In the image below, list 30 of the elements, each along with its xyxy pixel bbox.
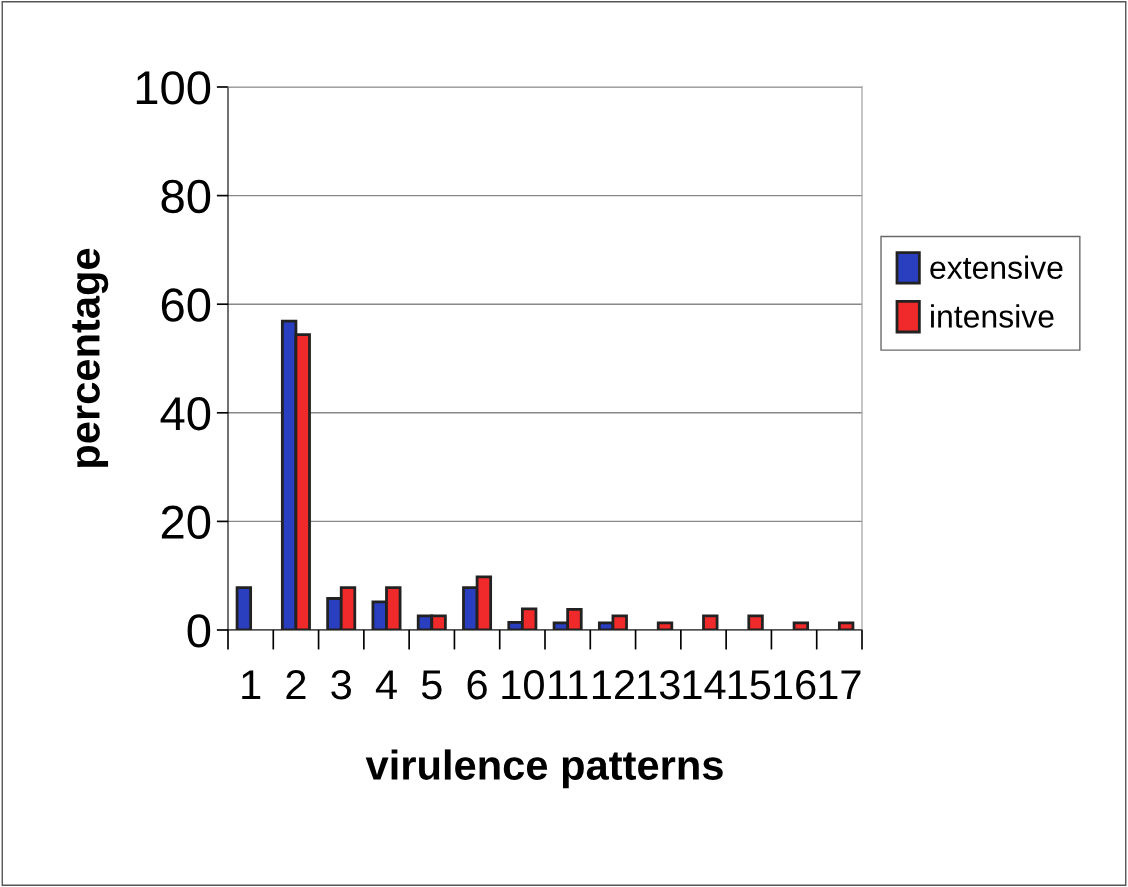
y-tick-label: 80 xyxy=(161,179,211,214)
bar xyxy=(837,621,855,630)
bar xyxy=(702,614,719,630)
bar xyxy=(656,621,674,630)
x-tick-label: 12 xyxy=(592,669,635,700)
x-tick-label: 5 xyxy=(421,670,442,700)
x-tick-label: 17 xyxy=(819,670,861,700)
x-tick-label: 2 xyxy=(286,669,306,700)
x-tick-label: 10 xyxy=(502,669,544,700)
x-tick-label: 16 xyxy=(774,669,816,700)
legend-label: intensive xyxy=(931,304,1054,328)
x-axis-title: virulence patterns xyxy=(365,749,723,789)
y-tick-label: 60 xyxy=(161,288,211,322)
x-tick-label: 11 xyxy=(549,670,588,700)
x-tick-label: 1 xyxy=(242,670,261,700)
x-tick-label: 6 xyxy=(467,669,487,700)
y-tick-label: 100 xyxy=(136,71,211,105)
y-axis-title: percentage xyxy=(72,248,109,467)
legend-label: extensive xyxy=(930,255,1063,280)
y-tick-label: 20 xyxy=(161,505,211,539)
x-tick-label: 15 xyxy=(728,670,771,700)
x-tick-label: 4 xyxy=(375,670,397,700)
bar xyxy=(235,586,253,630)
bar xyxy=(747,614,764,630)
y-tick-label: 0 xyxy=(187,614,211,648)
x-tick-label: 13 xyxy=(638,669,680,700)
y-tick-label: 40 xyxy=(160,396,211,431)
x-tick-label: 3 xyxy=(331,669,351,700)
bar xyxy=(792,621,810,630)
x-tick-label: 14 xyxy=(683,670,726,700)
